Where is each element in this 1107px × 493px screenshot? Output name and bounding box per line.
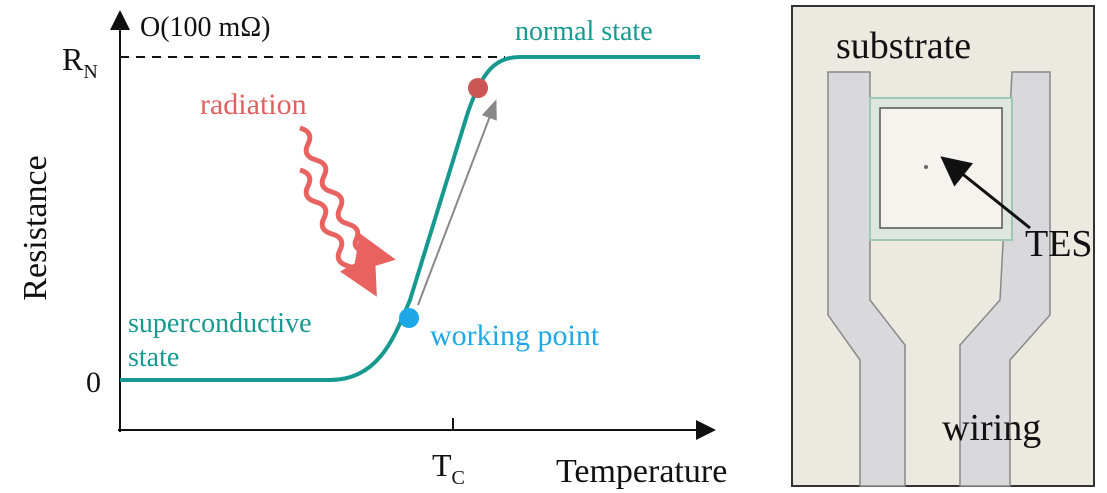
x-label: Temperature	[556, 453, 727, 490]
wiring-label: wiring	[942, 407, 1041, 449]
radiation-label: radiation	[200, 88, 307, 121]
tes-dot	[924, 165, 928, 169]
substrate-label: substrate	[836, 25, 971, 67]
resistance-curve	[120, 55, 700, 382]
working-point-dot	[399, 308, 419, 328]
tc-sub: C	[452, 467, 465, 489]
normal-state: normal state	[515, 16, 653, 47]
radiation-arrow	[299, 125, 396, 273]
photo: substrate TES wiring	[791, 5, 1095, 487]
working-point-label: working point	[430, 319, 600, 352]
tes-window	[879, 107, 1003, 229]
superconductive-label: superconductive	[128, 308, 312, 339]
tes-arrow	[940, 156, 1031, 230]
radiation-arrow	[299, 167, 377, 297]
gray-arrow	[417, 99, 497, 306]
y-unit: O(100 mΩ)	[140, 12, 270, 43]
rn-sub: N	[83, 61, 97, 83]
wiring-right	[959, 71, 1051, 487]
state-label: state	[128, 342, 179, 373]
tes-label: TES	[1025, 223, 1093, 265]
rn-label: RN	[62, 41, 98, 83]
zero-label: 0	[86, 366, 101, 399]
rn-base: R	[62, 41, 84, 77]
plot: O(100 mΩ) RN 0 Resistance TC Temperature…	[17, 10, 727, 490]
y-label: Resistance	[17, 155, 54, 300]
tc-label: TC	[432, 447, 465, 489]
normal-dot	[468, 78, 488, 98]
tc-base: T	[432, 447, 452, 483]
